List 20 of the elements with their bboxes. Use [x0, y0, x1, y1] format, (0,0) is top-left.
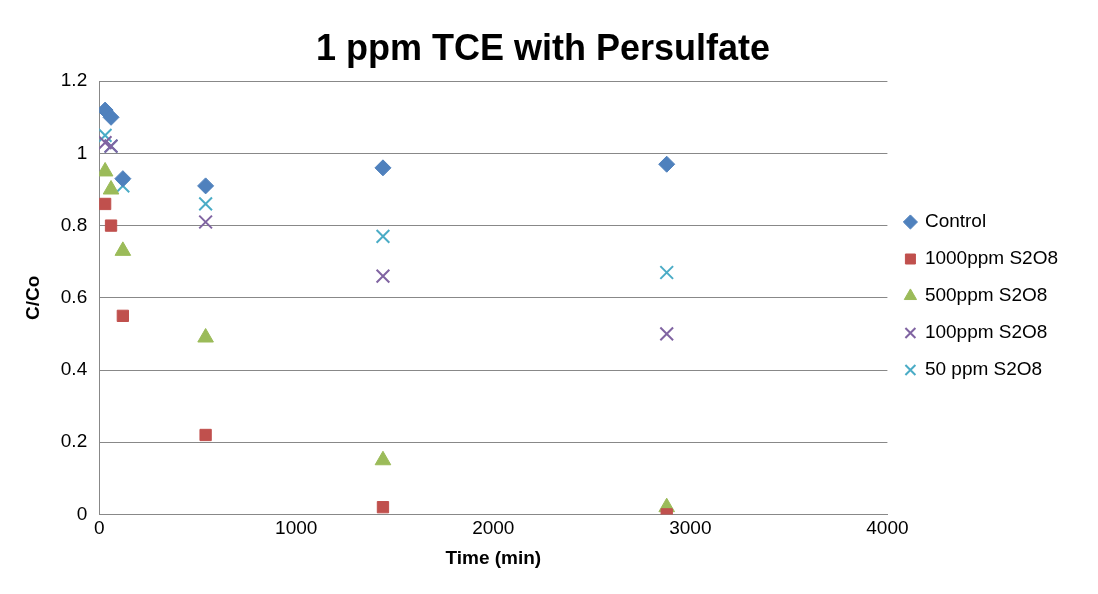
y-tick-label: 1.2 [60, 69, 88, 91]
legend-label: 100ppm S2O8 [924, 321, 1048, 343]
y-tick-label: 0 [76, 502, 88, 524]
y-tick-label: 0.4 [60, 358, 88, 380]
legend-label: Control [924, 210, 987, 232]
legend-label: 500ppm S2O8 [924, 284, 1048, 306]
y-tick-label: 0.6 [60, 286, 88, 308]
chart-title: 1 ppm TCE with Persulfate [315, 26, 771, 68]
x-axis-title: Time (min) [445, 546, 542, 568]
y-axis-title: C/Co [21, 275, 43, 320]
x-tick-label: 0 [93, 517, 105, 539]
x-tick-label: 4000 [866, 517, 909, 539]
x-tick-label: 1000 [275, 517, 318, 539]
legend-label: 50 ppm S2O8 [924, 358, 1043, 380]
legend-label: 1000ppm S2O8 [924, 247, 1058, 269]
y-tick-label: 1 [76, 141, 88, 163]
y-tick-label: 0.8 [60, 213, 88, 235]
y-tick-label: 0.2 [60, 430, 88, 452]
x-tick-label: 3000 [669, 517, 712, 539]
x-tick-label: 2000 [472, 517, 515, 539]
